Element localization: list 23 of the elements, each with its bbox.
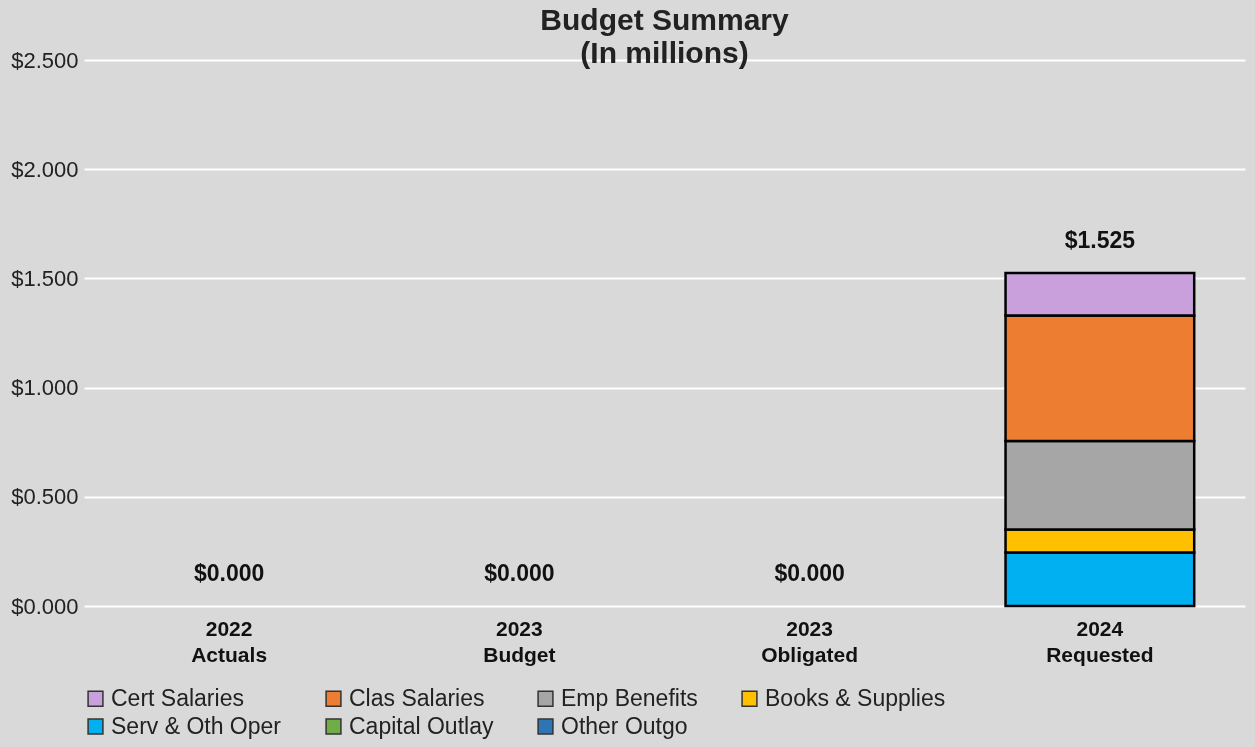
chart-title: Budget Summary — [540, 3, 789, 36]
y-tick-label: $1.000 — [11, 375, 79, 401]
legend-label: Other Outgo — [561, 712, 688, 739]
x-tick-label: 2022 Actuals — [191, 616, 268, 666]
legend-label: Clas Salaries — [349, 684, 485, 711]
chart-subtitle: (In millions) — [580, 36, 749, 69]
legend-label: Capital Outlay — [349, 712, 494, 739]
legend-label: Cert Salaries — [111, 684, 244, 711]
legend-label: Emp Benefits — [561, 684, 698, 711]
total-label: $0.000 — [193, 560, 265, 586]
total-label: $1.525 — [1064, 226, 1136, 253]
y-tick-label: $2.000 — [11, 156, 79, 182]
y-tick-label: $2.500 — [11, 47, 79, 73]
y-tick-label: $0.000 — [11, 593, 79, 619]
x-tick-label: 2023 Budget — [483, 616, 556, 666]
y-tick-label: $0.500 — [11, 484, 79, 510]
x-tick-label: 2023 Obligated — [761, 616, 859, 666]
legend-label: Books & Supplies — [765, 684, 946, 711]
y-tick-label: $1.500 — [11, 265, 79, 291]
legend-label: Serv & Oth Oper — [111, 712, 282, 739]
total-label: $0.000 — [774, 560, 845, 586]
total-label: $0.000 — [484, 560, 555, 586]
x-tick-label: 2024 Requested — [1046, 616, 1154, 666]
